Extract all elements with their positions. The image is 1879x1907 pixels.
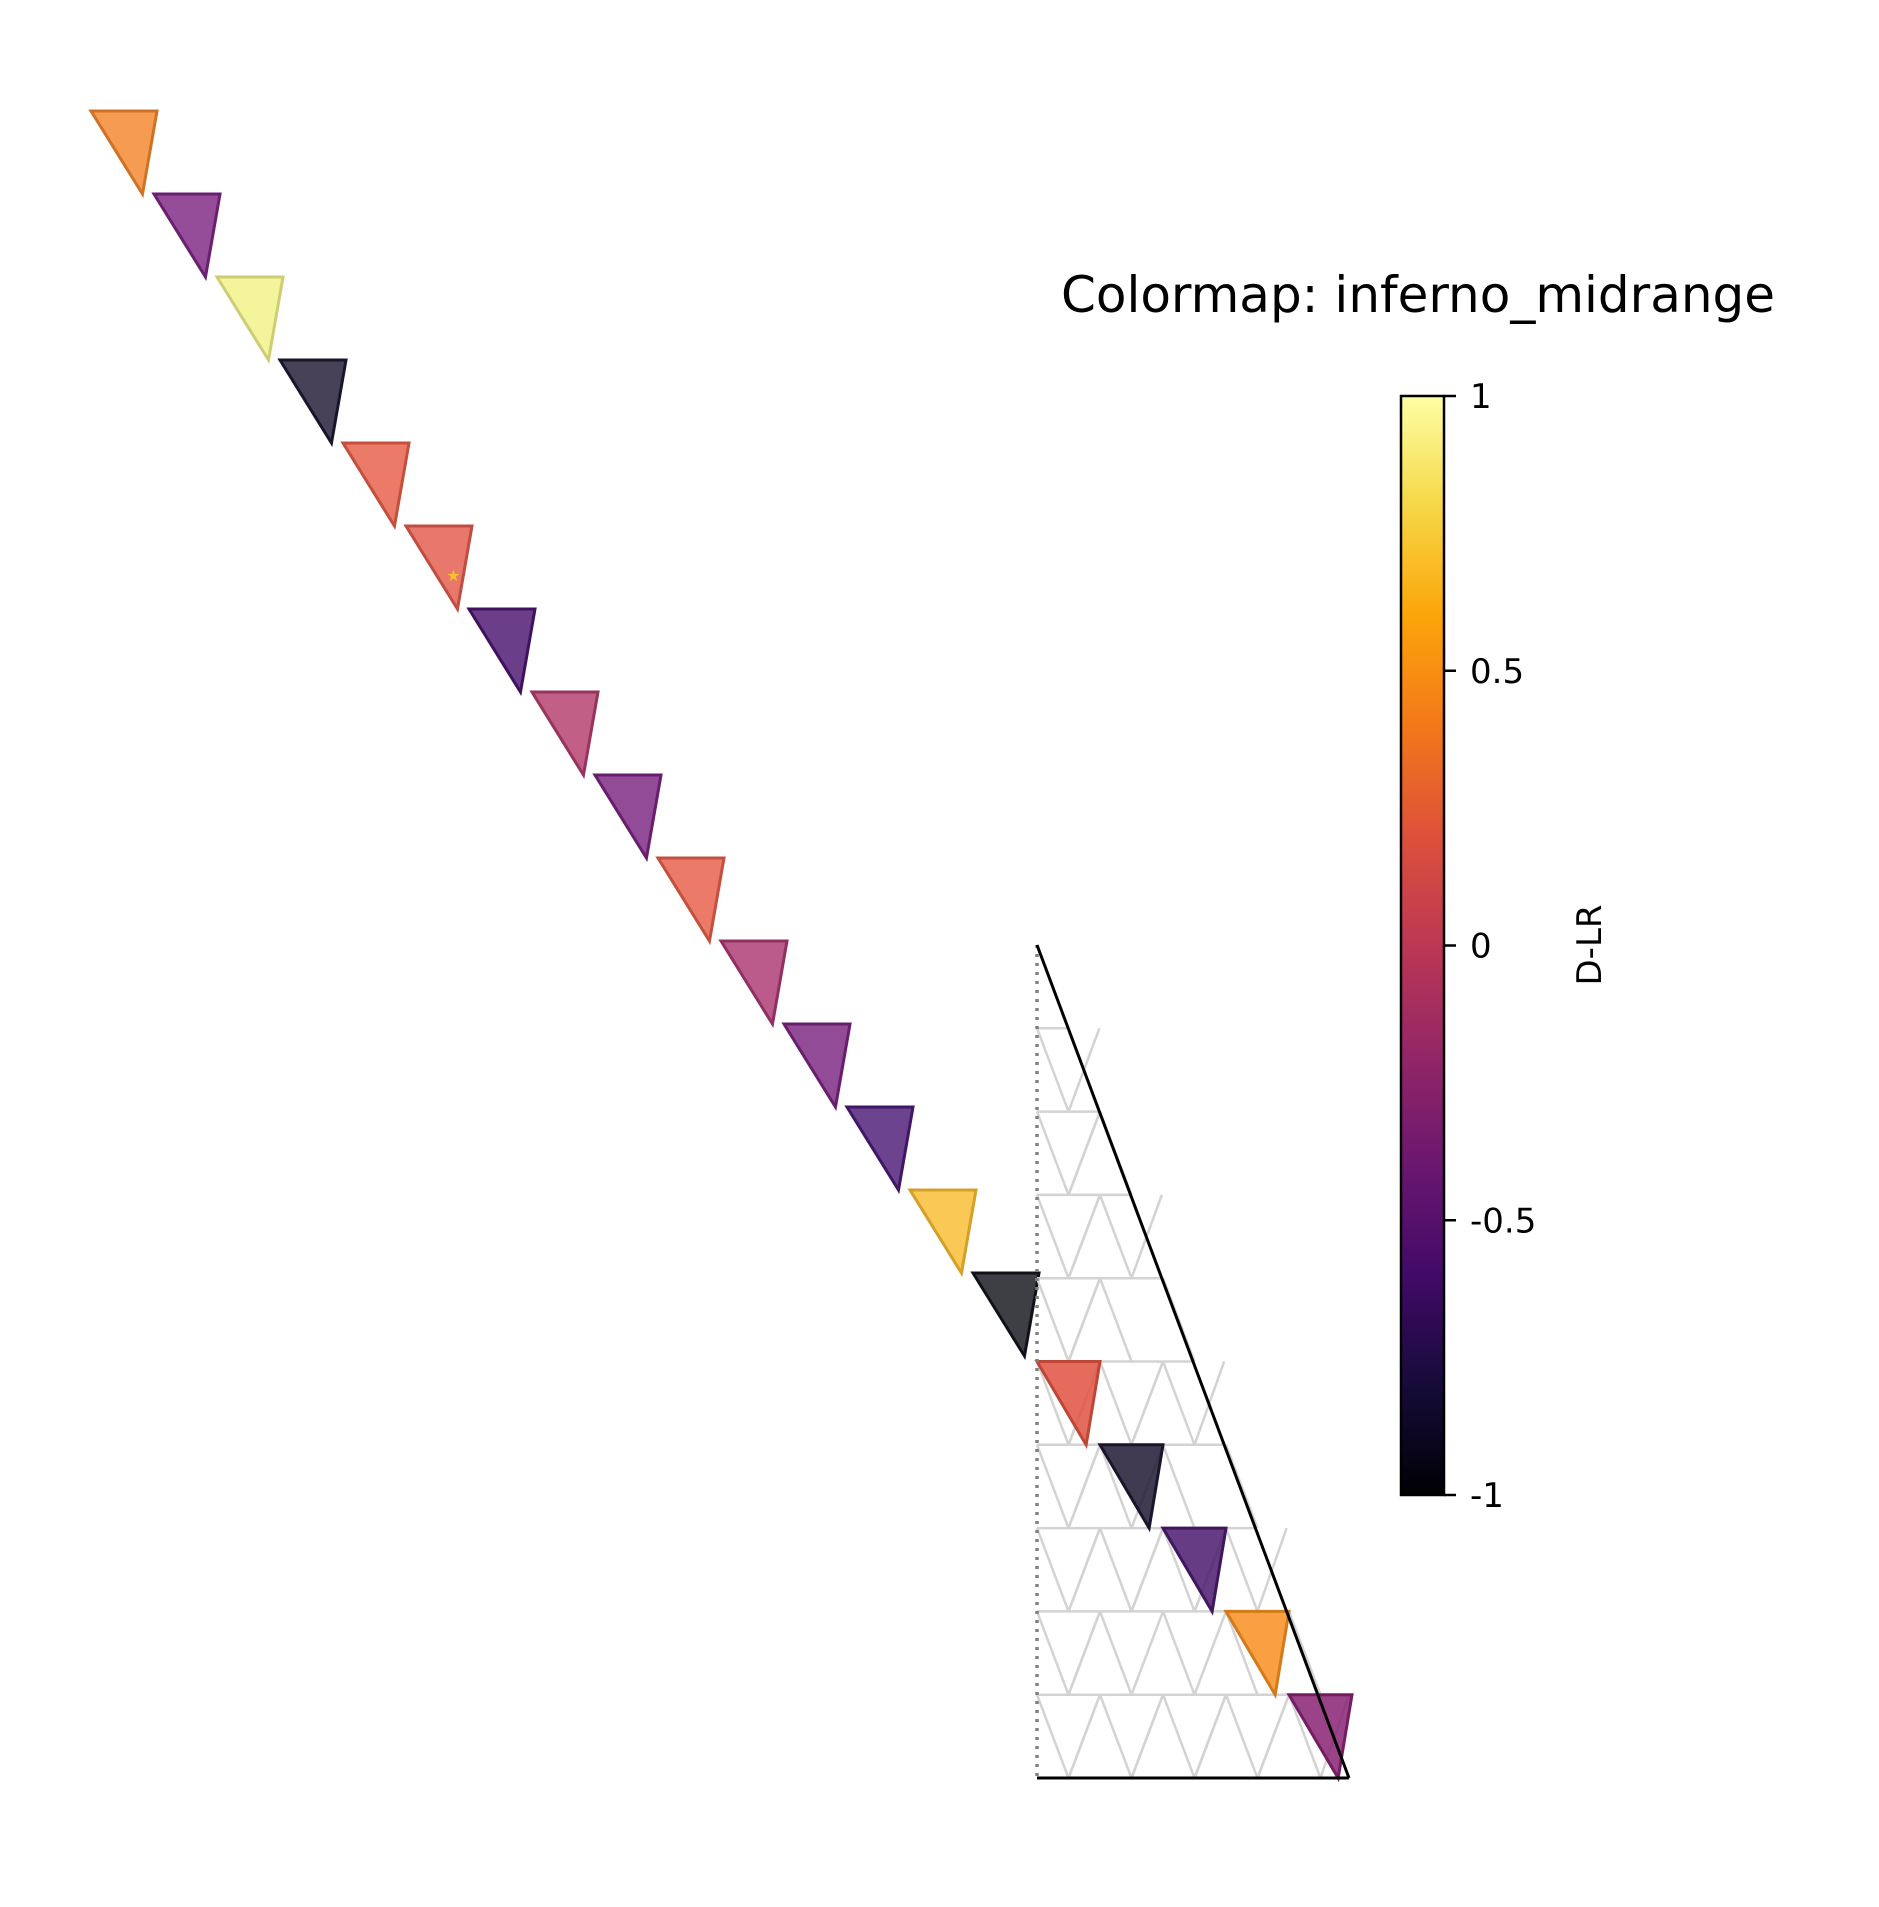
grid-line [1161, 1527, 1196, 1612]
grid-line [1224, 1610, 1259, 1696]
diagonal-cell [970, 1271, 1041, 1361]
diagonal-cell [529, 690, 600, 780]
grid-line [1287, 1694, 1322, 1779]
triangle-filled-cells [1034, 1360, 1354, 1783]
diagonal-cell [655, 856, 726, 946]
grid-line [1130, 1527, 1165, 1612]
grid-line [1098, 1610, 1133, 1696]
grid-line [1130, 1610, 1165, 1696]
grid-hypotenuse [1035, 944, 1351, 1779]
grid-line [1035, 1527, 1070, 1612]
grid-line [1035, 1111, 1070, 1196]
colorbar-tick-label: 1 [1470, 377, 1492, 417]
grid-line [1161, 1361, 1196, 1446]
grid-line [1161, 1610, 1196, 1696]
grid-line [1193, 1610, 1228, 1696]
grid-line [1224, 1694, 1259, 1779]
diagonal-cell [844, 1105, 915, 1195]
triangle-frame [1035, 944, 1351, 1780]
diagonal-cell [907, 1188, 978, 1278]
grid-line [1098, 1194, 1133, 1279]
star-marker: ★ [446, 566, 460, 585]
colorbar-tick-label: 0 [1470, 927, 1492, 967]
grid-cell-filled [1097, 1443, 1165, 1533]
diagonal-cell [403, 524, 474, 614]
diagonal-cell [466, 607, 537, 697]
grid-line [1224, 1527, 1259, 1612]
grid-line [1035, 1610, 1070, 1696]
colorbar-ticks: 1 0.5 0 -0.5 -1 [1444, 377, 1536, 1516]
grid-line [1035, 1027, 1070, 1113]
grid-line [1035, 1277, 1070, 1362]
grid-cell-filled [1160, 1526, 1228, 1616]
grid-line [1035, 1361, 1070, 1446]
grid-line [1067, 1194, 1102, 1279]
grid-line [1224, 1444, 1259, 1529]
colorbar-tick-label: 0.5 [1470, 652, 1524, 692]
grid-line [1067, 1610, 1102, 1696]
diagonal-cell [277, 358, 348, 448]
diagonal-cell [214, 275, 285, 365]
triangle-grid [1035, 1027, 1351, 1779]
grid-line [1067, 1277, 1102, 1362]
grid-line [1161, 1694, 1196, 1779]
colorbar-tick-label: -0.5 [1470, 1201, 1536, 1241]
diagonal-cell [781, 1022, 852, 1112]
grid-line [1035, 1444, 1070, 1529]
grid-line [1098, 1361, 1133, 1446]
grid-cell-filled [1034, 1360, 1102, 1450]
grid-line [1193, 1694, 1228, 1779]
colorbar-label: D-LR [1570, 904, 1610, 985]
diagonal-cell [592, 773, 663, 863]
grid-line [1067, 1444, 1102, 1529]
grid-line [1098, 1694, 1133, 1779]
grid-line [1256, 1694, 1291, 1779]
grid-line [1287, 1610, 1322, 1696]
grid-line [1035, 1194, 1070, 1279]
diagonal-cell [151, 192, 222, 282]
chart-title: Colormap: inferno_midrange [1061, 266, 1775, 324]
grid-line [1098, 1277, 1133, 1362]
grid-line [1161, 1444, 1196, 1529]
diagonal-cell [340, 441, 411, 531]
grid-cell-filled [1286, 1693, 1354, 1783]
colorbar: 1 0.5 0 -0.5 -1 D-LR [1399, 377, 1610, 1516]
grid-line [1067, 1111, 1102, 1196]
grid-cell-filled [1223, 1609, 1291, 1700]
grid-line [1035, 1694, 1070, 1779]
diagonal-cell [718, 939, 789, 1029]
grid-line [1130, 1361, 1165, 1446]
grid-line [1067, 1527, 1102, 1612]
diagonal-cells: ★ [88, 109, 1041, 1361]
grid-line [1130, 1694, 1165, 1779]
colorbar-gradient [1399, 394, 1446, 1497]
grid-line [1098, 1444, 1133, 1529]
diagonal-cell [88, 109, 159, 199]
colorbar-tick-label: -1 [1470, 1476, 1504, 1516]
grid-line [1098, 1527, 1133, 1612]
grid-line [1067, 1694, 1102, 1779]
